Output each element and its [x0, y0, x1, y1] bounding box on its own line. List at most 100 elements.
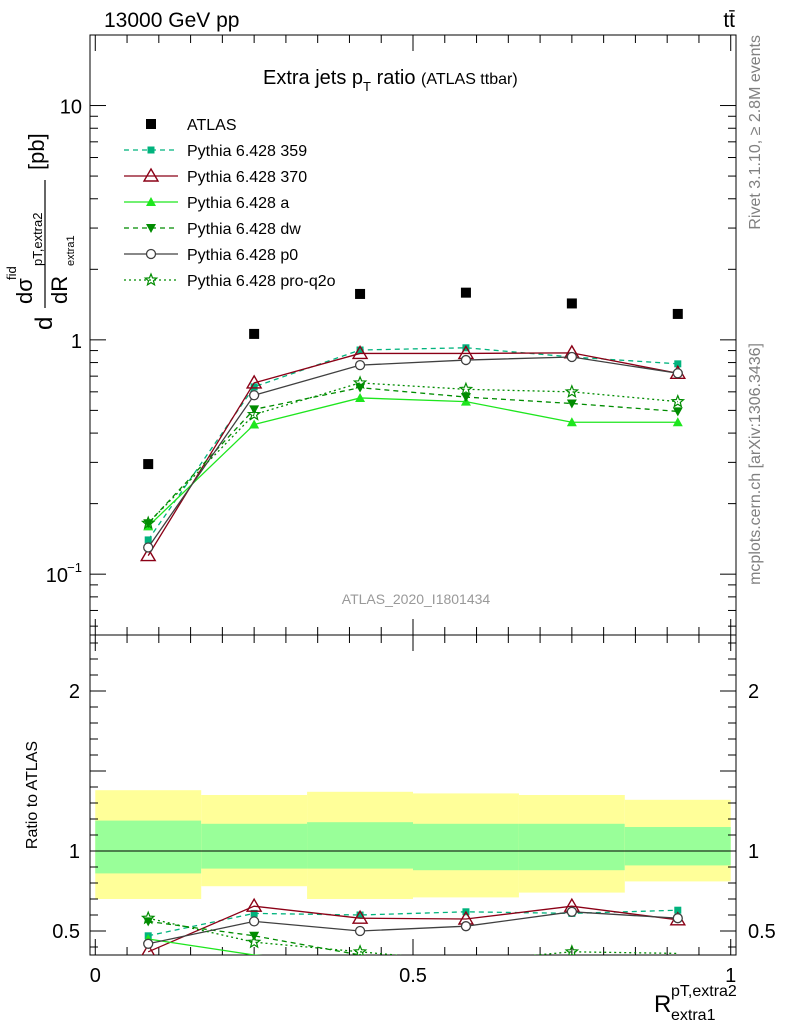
ratio-point-p370: [351, 909, 369, 924]
legend-marker-pa: [146, 197, 156, 206]
ratio-ytick-label: 0.5: [52, 921, 80, 943]
green-band-bin: [201, 823, 308, 869]
legend-item-pa: Pythia 6.428 a: [124, 195, 289, 212]
ratio-point-pp0: [672, 913, 683, 924]
main-ytick-label: 1: [71, 331, 82, 353]
main-point-pdw: [566, 399, 577, 409]
main-point-atlas: [143, 459, 154, 470]
svg-text:extra1: extra1: [65, 235, 77, 266]
svg-text:dσ: dσ: [12, 278, 37, 304]
main-point-pp0: [354, 359, 366, 371]
rivet-caption: Rivet 3.1.10, ≥ 2.8M events: [747, 35, 764, 230]
main-point-p359: [356, 346, 364, 354]
ratio-series-pq2o: [140, 910, 678, 955]
green-band-bin: [95, 820, 202, 874]
legend-label-pq2o: Pythia 6.428 pro-q2o: [187, 273, 336, 290]
ratio-ytick-label: 2: [69, 681, 80, 703]
ratio-xtick-label: 0.5: [399, 965, 427, 987]
main-line-pq2o: [147, 382, 678, 524]
main-point-p370: [139, 547, 157, 562]
main-point-pp0: [460, 354, 472, 366]
main-point-atlas: [566, 298, 577, 309]
legend-item-pdw: Pythia 6.428 dw: [124, 221, 301, 238]
main-point-p359: [144, 536, 152, 544]
main-point-atlas: [249, 328, 260, 339]
ratio-ylabel: Ratio to ATLAS: [24, 741, 41, 849]
ratio-xtick-label: 1: [725, 965, 736, 987]
main-point-atlas: [460, 287, 471, 298]
ratio-axis-ticks: 0.5 0.5 1 1 2 2 0 0.5 1: [52, 635, 776, 987]
main-point-p370: [351, 345, 369, 360]
legend-label-pdw: Pythia 6.428 dw: [187, 221, 301, 238]
main-point-pa: [566, 417, 577, 427]
ratio-point-pp0: [566, 906, 578, 917]
ratio-point-pq2o: [140, 910, 156, 925]
legend-label-pp0: Pythia 6.428 p0: [187, 247, 298, 264]
main-point-atlas: [355, 288, 366, 299]
ratio-xtick-label: 0: [90, 965, 101, 987]
main-ytick-sup: −1: [67, 560, 82, 575]
main-series: [139, 287, 687, 562]
svg-text:pT,extra2: pT,extra2: [671, 983, 737, 1000]
green-band-bin: [413, 823, 519, 871]
legend-label-atlas: ATLAS: [187, 117, 237, 134]
main-line-pdw: [147, 387, 678, 524]
main-series-pa: [143, 392, 683, 531]
main-point-p359: [674, 360, 682, 368]
header-right: tt̄: [723, 9, 735, 32]
svg-text:pT,extra2: pT,extra2: [30, 213, 45, 266]
ratio-point-p359: [674, 906, 682, 914]
legend: ATLAS Pythia 6.428 359 Pythia 6.428 370 Pyt…: [124, 117, 336, 290]
main-series-pq2o: [140, 375, 686, 530]
ratio-point-pq2o: [352, 944, 368, 955]
mcplots-caption: mcplots.cern.ch [arXiv:1306.3436]: [747, 343, 764, 585]
main-point-pp0: [143, 542, 154, 553]
main-series-p370: [139, 344, 687, 562]
main-series-pdw: [143, 383, 683, 529]
legend-item-pp0: Pythia 6.428 p0: [124, 247, 298, 264]
main-point-pa: [672, 417, 683, 427]
main-ytick-label: 10: [60, 97, 82, 119]
ratio-line-p370: [147, 905, 678, 953]
main-point-pq2o: [670, 393, 686, 408]
legend-label-p370: Pythia 6.428 370: [187, 169, 307, 186]
ratio-line-pq2o: [148, 917, 678, 955]
main-point-pq2o: [352, 375, 368, 390]
main-ylabel: d dσ fid dR pT,extra2 extra1 [pb]: [4, 133, 77, 330]
main-point-pp0: [248, 390, 260, 401]
header-left: 13000 GeV pp: [104, 9, 239, 32]
ratio-xlabel: R pT,extra2 extra1: [654, 983, 737, 1024]
legend-item-pq2o: Pythia 6.428 pro-q2o: [124, 272, 336, 290]
ratio-series-p359: [144, 906, 682, 940]
ratio-ytick-label-right: 0.5: [748, 921, 776, 943]
svg-text:dR: dR: [47, 276, 72, 304]
legend-item-p370: Pythia 6.428 370: [124, 167, 307, 186]
legend-marker-pq2o: [143, 272, 159, 287]
main-point-pq2o: [458, 381, 474, 396]
main-point-pa: [249, 419, 260, 429]
ratio-point-pq2o: [564, 944, 580, 955]
legend-marker-pp0: [145, 248, 157, 260]
main-point-pdw: [460, 393, 471, 403]
main-series-atlas: [143, 287, 683, 470]
svg-text:extra1: extra1: [671, 1007, 716, 1024]
main-point-p359: [250, 383, 258, 391]
main-line-p359: [147, 347, 678, 541]
ratio-point-p370: [245, 897, 263, 912]
legend-marker-p370: [142, 167, 160, 182]
svg-text:R: R: [654, 991, 671, 1018]
main-series-pp0: [143, 351, 683, 553]
legend-marker-atlas: [146, 119, 156, 129]
ratio-line-pa: [148, 938, 263, 955]
main-point-pa: [355, 392, 366, 402]
legend-marker-p359: [147, 146, 155, 154]
main-point-atlas: [672, 308, 683, 319]
ratio-ytick-label-right: 1: [748, 841, 759, 863]
main-point-pdw: [672, 407, 683, 417]
green-band-bin: [624, 827, 731, 866]
ratio-point-pq2o: [246, 934, 262, 949]
main-point-pq2o: [564, 384, 580, 399]
svg-text:[pb]: [pb]: [24, 133, 49, 170]
